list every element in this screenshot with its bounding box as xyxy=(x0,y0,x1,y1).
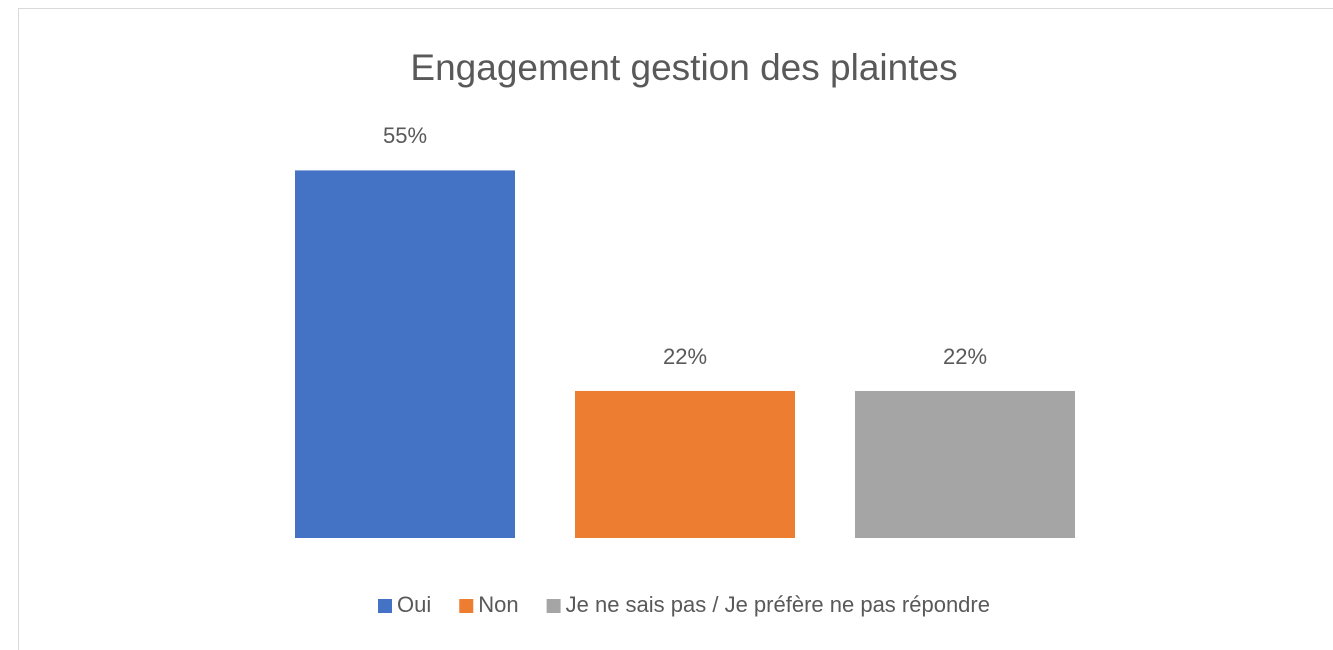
legend-label: Non xyxy=(478,592,518,617)
legend-label: Je ne sais pas / Je préfère ne pas répon… xyxy=(566,592,990,617)
value-label: 55% xyxy=(383,123,427,148)
bar xyxy=(575,390,795,538)
value-label: 22% xyxy=(663,344,707,369)
bar xyxy=(855,390,1075,538)
bar xyxy=(295,170,515,538)
chart-frame xyxy=(18,8,1333,650)
legend-swatch xyxy=(546,599,561,613)
value-label: 22% xyxy=(943,344,987,369)
legend-label: Oui xyxy=(397,592,431,617)
legend-swatch xyxy=(459,599,474,613)
legend-swatch xyxy=(378,599,393,613)
chart-title: Engagement gestion des plaintes xyxy=(410,47,957,88)
